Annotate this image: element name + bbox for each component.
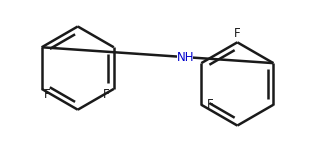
FancyBboxPatch shape — [177, 51, 193, 63]
Text: F: F — [44, 88, 51, 101]
Text: F: F — [103, 88, 109, 101]
Text: F: F — [207, 98, 214, 111]
Text: F: F — [234, 27, 241, 40]
Text: NH: NH — [177, 51, 194, 64]
